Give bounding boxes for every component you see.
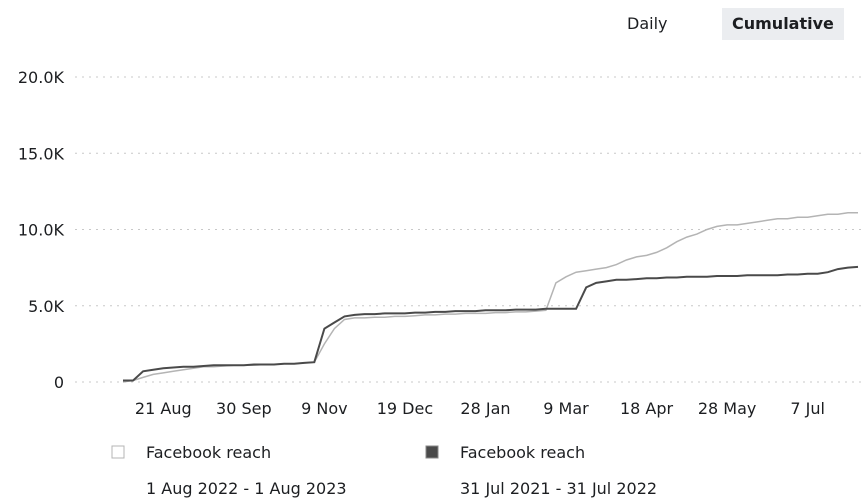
- series-line: [122, 211, 858, 383]
- legend-swatch: [425, 445, 439, 459]
- x-tick-label: 18 Apr: [620, 399, 674, 418]
- legend-label: Facebook reach: [460, 443, 585, 462]
- x-tick-label: 28 Jan: [460, 399, 510, 418]
- x-tick-label: 28 May: [698, 399, 757, 418]
- x-tick-label: 21 Aug: [135, 399, 192, 418]
- x-tick-label: 30 Sep: [216, 399, 272, 418]
- x-tick-label: 7 Jul: [790, 399, 825, 418]
- y-tick-label: 5.0K: [28, 297, 64, 316]
- x-tick-label: 19 Dec: [377, 399, 433, 418]
- series-line: [123, 265, 859, 382]
- cumulative-toggle[interactable]: Cumulative: [722, 8, 844, 40]
- y-tick-label: 20.0K: [18, 68, 65, 87]
- daily-toggle[interactable]: Daily: [627, 14, 668, 33]
- legend-label: Facebook reach: [146, 443, 271, 462]
- x-tick-label: 9 Nov: [301, 399, 348, 418]
- legend-swatch: [111, 445, 125, 459]
- legend-period: 1 Aug 2022 - 1 Aug 2023: [146, 479, 347, 498]
- y-tick-label: 15.0K: [18, 144, 65, 163]
- legend-period: 31 Jul 2021 - 31 Jul 2022: [460, 479, 657, 498]
- y-tick-label: 0: [54, 373, 64, 392]
- x-tick-label: 9 Mar: [543, 399, 589, 418]
- y-tick-label: 10.0K: [18, 221, 65, 240]
